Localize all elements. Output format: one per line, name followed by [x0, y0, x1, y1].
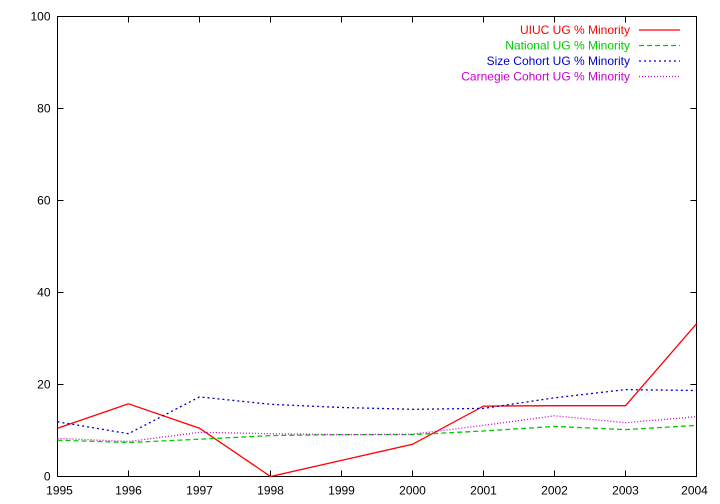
series-lines	[57, 323, 697, 478]
x-tick-label: 1995	[46, 484, 73, 498]
legend-label: UIUC UG % Minority	[520, 23, 630, 37]
x-tick-label: 1997	[186, 484, 213, 498]
axis-ticks: 0 20 40 60 80 100 1995 1996 1997 1998 1999 2000 2001…	[30, 10, 708, 498]
y-tick-label: 80	[37, 102, 51, 116]
x-tick-label: 2002	[541, 484, 568, 498]
x-tick-label: 1999	[328, 484, 355, 498]
legend-label: Carnegie Cohort UG % Minority	[461, 70, 630, 84]
x-tick-label: 2000	[399, 484, 426, 498]
x-tick-label: 2003	[612, 484, 639, 498]
y-tick-label: 0	[44, 470, 51, 484]
series-line-2	[57, 424, 697, 444]
x-tick-label: 2001	[470, 484, 497, 498]
series-line-4	[57, 415, 697, 443]
x-tick-label: 1996	[115, 484, 142, 498]
y-tick-label: 60	[37, 194, 51, 208]
x-tick-label: 2004	[681, 484, 708, 498]
y-tick-label: 40	[37, 286, 51, 300]
x-tick-label: 1998	[257, 484, 284, 498]
legend-label: National UG % Minority	[505, 39, 630, 53]
series-line-3	[57, 388, 697, 435]
legend: UIUC UG % Minority National UG % Minority…	[461, 23, 680, 84]
plot-frame	[57, 16, 697, 477]
y-tick-label: 100	[30, 10, 50, 24]
series-line-1	[57, 323, 697, 478]
legend-label: Size Cohort UG % Minority	[487, 54, 630, 68]
y-tick-label: 20	[37, 378, 51, 392]
